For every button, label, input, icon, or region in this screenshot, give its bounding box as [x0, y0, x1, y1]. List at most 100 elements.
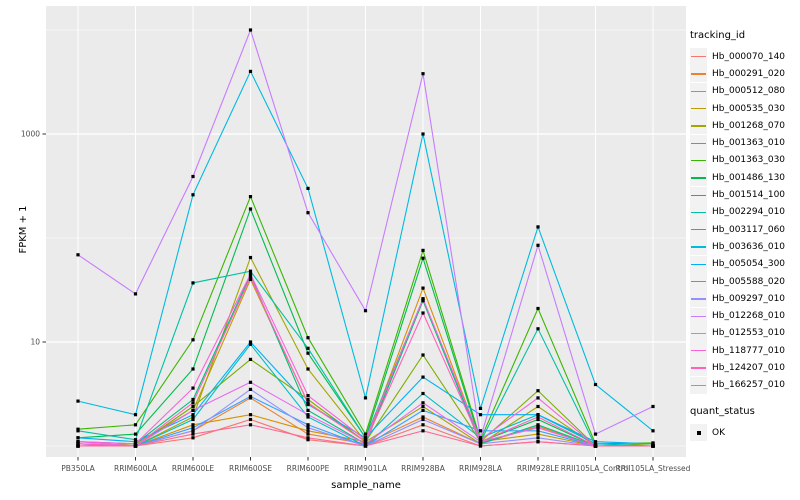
data-point [306, 432, 310, 436]
data-point [478, 406, 483, 410]
data-point [133, 442, 138, 446]
data-point [536, 243, 540, 247]
x-tick-label: RRIM600LE [172, 464, 215, 473]
data-point [76, 442, 80, 446]
data-point [478, 440, 483, 444]
data-point [248, 275, 253, 279]
data-point [248, 207, 253, 211]
data-point [76, 399, 80, 403]
data-point [421, 423, 425, 427]
data-point [363, 309, 368, 313]
data-point [651, 444, 655, 448]
data-point [306, 346, 310, 350]
legend-item-quant-OK: OK [690, 424, 800, 442]
data-point [248, 255, 253, 260]
data-point [191, 401, 195, 405]
data-point [593, 442, 598, 446]
legend-item-Hb_002294_010: Hb_002294_010 [690, 203, 800, 221]
legend-key [690, 203, 707, 221]
legend-key [690, 186, 707, 204]
legend-point-swatch [696, 430, 701, 435]
data-point [248, 417, 253, 422]
legend-key [690, 117, 707, 135]
legend-item-label: Hb_001363_010 [712, 138, 786, 149]
data-point [536, 436, 540, 440]
data-point [306, 436, 310, 440]
legend-item-label: Hb_003117_060 [712, 224, 786, 235]
data-point [191, 404, 195, 409]
data-point [593, 382, 598, 387]
data-point [76, 440, 80, 444]
data-point [478, 436, 483, 440]
legend-line-swatch [691, 142, 706, 144]
data-point [478, 438, 483, 442]
legend-key [690, 151, 707, 169]
data-point [306, 423, 310, 427]
legend-item-Hb_000070_140: Hb_000070_140 [690, 48, 800, 66]
data-point [306, 408, 310, 412]
legend-item-label: Hb_002294_010 [712, 207, 786, 218]
legend-key [690, 134, 707, 152]
legend-line-swatch [691, 281, 706, 283]
data-point [478, 429, 483, 433]
data-point [536, 415, 540, 419]
data-point [306, 394, 310, 398]
data-point [421, 256, 425, 260]
legend-item-label: Hb_001514_100 [712, 190, 786, 201]
data-point [191, 397, 195, 402]
legend-line-swatch [691, 384, 706, 387]
legend-line-swatch [691, 125, 706, 127]
data-point [421, 311, 425, 315]
data-point [191, 432, 195, 436]
data-point [536, 429, 540, 433]
data-point [191, 408, 195, 412]
legend-item-Hb_005588_020: Hb_005588_020 [690, 273, 800, 290]
data-point [421, 401, 425, 405]
legend-line-swatch [691, 177, 706, 179]
data-point [421, 415, 425, 419]
data-point [248, 423, 253, 427]
legend-item-Hb_118777_010: Hb_118777_010 [690, 342, 800, 360]
data-point [191, 417, 195, 422]
legend-line-swatch [691, 263, 706, 265]
y-tick-label: 1000 [21, 130, 40, 139]
legend-item-Hb_000512_080: Hb_000512_080 [690, 82, 800, 100]
data-point [651, 404, 655, 409]
data-point [306, 397, 310, 402]
data-point [306, 367, 310, 371]
legend-item-label: Hb_001486_130 [712, 172, 786, 183]
data-point [248, 272, 253, 276]
data-point [248, 277, 253, 281]
data-point [421, 286, 425, 290]
legend-item-Hb_005054_300: Hb_005054_300 [690, 255, 800, 273]
data-point [306, 401, 310, 406]
x-tick-label: RRIM901LA [344, 464, 388, 473]
legend-item-Hb_124207_010: Hb_124207_010 [690, 359, 800, 377]
legend-line-swatch [691, 194, 706, 196]
legend-item-Hb_000291_020: Hb_000291_020 [690, 65, 800, 83]
data-point [306, 351, 310, 355]
data-point [363, 432, 368, 436]
data-point [306, 415, 310, 419]
data-point [421, 297, 425, 301]
data-point [651, 442, 655, 446]
legend-item-label: Hb_000070_140 [712, 51, 786, 62]
legend-key [690, 100, 707, 118]
legend-item-label: Hb_003636_010 [712, 241, 786, 252]
legend-item-Hb_001363_010: Hb_001363_010 [690, 134, 800, 152]
legend-key [690, 290, 707, 308]
data-point [536, 327, 540, 331]
data-point [651, 429, 655, 433]
legend-title-quant-status: quant_status [690, 405, 755, 417]
x-tick-label: RRII105LA_Stressed [616, 464, 691, 473]
data-point [536, 225, 540, 229]
legend-key [690, 238, 707, 256]
data-point [133, 444, 138, 448]
legend-key [690, 307, 707, 325]
legend-item-label: Hb_000535_030 [712, 103, 786, 114]
data-point [421, 404, 425, 409]
legend-line-swatch [691, 229, 706, 231]
data-point [421, 408, 425, 412]
data-point [306, 426, 310, 430]
data-point [306, 429, 310, 433]
